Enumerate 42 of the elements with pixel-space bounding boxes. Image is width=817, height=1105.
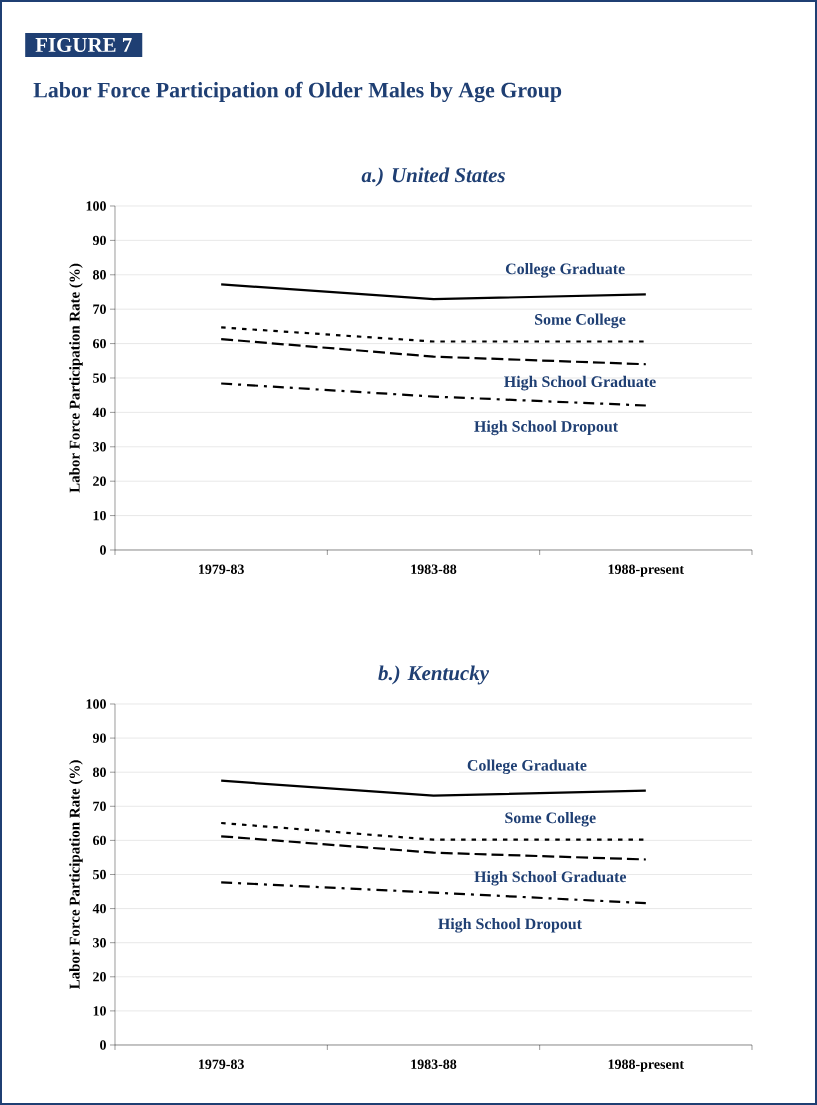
y-tick-label: 100	[86, 699, 106, 709]
y-tick-label: 30	[93, 937, 106, 948]
series-label: High School Dropout	[474, 420, 618, 436]
y-tick-label: 80	[93, 767, 106, 777]
series-label: Some College	[505, 811, 596, 827]
y-tick-label: 60	[93, 338, 106, 349]
y-tick-label: 40	[92, 407, 106, 418]
x-tick-label: 1988-present	[608, 1059, 684, 1072]
y-tick-label: 40	[92, 903, 106, 914]
text: Labor Force Participation of Older Males by Age Group	[33, 81, 562, 103]
chart-title: a.) United States	[361, 167, 505, 187]
y-tick-label: 20	[93, 476, 106, 486]
series-label: College Graduate	[467, 759, 587, 775]
y-tick-label: 10	[93, 1006, 106, 1016]
series-label: High School Graduate	[504, 375, 656, 391]
y-axis-title: Labor Force Participation Rate (%)	[69, 760, 83, 990]
y-tick-label: 90	[92, 733, 106, 743]
series-label: Some College	[535, 313, 626, 329]
y-axis-title: Labor Force Participation Rate (%)	[69, 263, 83, 493]
x-tick-label: 1983-88	[411, 1059, 457, 1069]
chart-title: b.) Kentucky	[378, 665, 490, 685]
y-tick-label: 90	[92, 235, 106, 246]
y-tick-label: 0	[100, 1040, 106, 1050]
y-tick-label: 80	[93, 270, 106, 280]
y-tick-label: 0	[100, 545, 106, 555]
series-label: High School Graduate	[474, 870, 627, 886]
x-tick-label: 1983-88	[411, 564, 457, 574]
x-tick-label: 1988-present	[608, 564, 684, 577]
x-tick-label: 1979-83	[199, 564, 244, 574]
y-tick-label: 100	[86, 201, 106, 211]
y-tick-label: 50	[93, 373, 106, 383]
x-tick-label: 1979-83	[199, 1059, 244, 1069]
caption: FIGURE 7	[35, 37, 132, 53]
y-tick-label: 20	[93, 972, 106, 982]
y-tick-label: 70	[93, 304, 106, 314]
y-tick-label: 70	[93, 801, 106, 811]
series-label: High School Dropout	[438, 918, 582, 933]
y-tick-label: 30	[93, 442, 106, 452]
series-label: College Graduate	[505, 263, 625, 278]
y-tick-label: 50	[93, 869, 106, 880]
y-tick-label: 60	[93, 835, 106, 846]
y-tick-label: 10	[93, 510, 106, 521]
